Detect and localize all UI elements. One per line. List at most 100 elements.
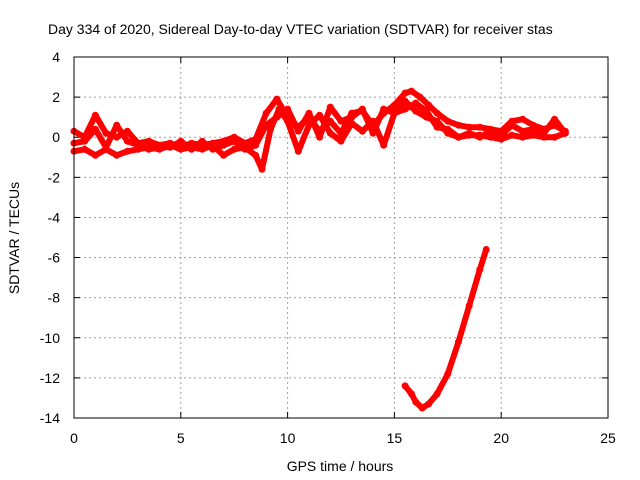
data-point [401, 105, 409, 113]
data-point [348, 119, 356, 127]
data-point [166, 143, 174, 151]
data-point [294, 147, 302, 155]
grid-lines [74, 57, 608, 418]
data-point [540, 129, 548, 137]
y-tick-label: -14 [40, 410, 60, 426]
x-tick-label: 0 [70, 430, 78, 446]
data-point [294, 127, 302, 135]
data-point [455, 121, 462, 129]
data-point [425, 101, 433, 109]
data-point [551, 115, 559, 123]
data-point [145, 137, 153, 145]
data-point [188, 145, 195, 153]
data-point [561, 129, 569, 137]
data-point [123, 147, 131, 155]
data-point [418, 404, 426, 412]
data-point [252, 151, 260, 159]
data-point [316, 133, 324, 141]
y-tick-label: -4 [48, 209, 61, 225]
data-point [380, 105, 388, 113]
data-point [390, 109, 398, 117]
data-point [348, 113, 356, 121]
data-point [262, 109, 270, 117]
data-point [519, 133, 527, 141]
data-point [220, 151, 227, 159]
data-point [81, 145, 89, 153]
data-point [145, 145, 153, 153]
data-point [258, 165, 266, 173]
data-point [209, 145, 217, 153]
data-point [465, 129, 473, 137]
data-point [81, 137, 89, 145]
data-point [337, 137, 345, 145]
data-point [433, 123, 441, 131]
data-point [369, 129, 377, 137]
data-point [123, 137, 131, 145]
chart-title: Day 334 of 2020, Sidereal Day-to-day VTE… [48, 21, 553, 37]
data-point [487, 127, 494, 135]
data-point [305, 109, 313, 117]
data-point [241, 145, 249, 153]
data-point [358, 127, 366, 135]
data-point [455, 133, 462, 141]
data-point [316, 111, 324, 119]
x-tick-label: 25 [600, 430, 616, 446]
x-tick-label: 20 [493, 430, 509, 446]
data-point [230, 145, 238, 153]
y-tick-label: 2 [52, 89, 60, 105]
data-point [444, 370, 452, 378]
data-point [326, 129, 334, 137]
series-line-track-d [402, 246, 490, 411]
data-point [91, 125, 99, 133]
data-point [529, 125, 537, 133]
data-point [476, 266, 484, 274]
data-point [476, 133, 484, 141]
data-point [508, 131, 516, 139]
data-point [198, 137, 206, 145]
data-point [433, 109, 441, 117]
y-tick-label: -10 [40, 330, 60, 346]
y-tick-label: 4 [52, 49, 60, 65]
data-point [337, 117, 345, 125]
data-point [113, 151, 121, 159]
data-point [123, 127, 131, 135]
data-point [401, 382, 409, 390]
y-tick-label: -2 [48, 169, 61, 185]
data-point [102, 143, 110, 151]
data-point [425, 400, 433, 408]
data-point [326, 103, 334, 111]
data-point [155, 143, 163, 151]
data-point [433, 390, 441, 398]
data-point [230, 137, 238, 145]
data-series [70, 87, 569, 412]
data-point [444, 117, 452, 125]
x-axis-label: GPS time / hours [287, 458, 394, 474]
data-point [465, 123, 473, 131]
data-point [220, 141, 227, 149]
data-point [134, 141, 142, 149]
data-point [444, 125, 452, 133]
data-point [252, 141, 260, 149]
data-point [455, 338, 462, 346]
data-point [102, 129, 110, 137]
data-point [91, 111, 99, 119]
data-point [273, 95, 281, 103]
x-tick-label: 10 [280, 430, 296, 446]
data-point [476, 123, 484, 131]
data-point [416, 93, 424, 101]
data-point [262, 121, 270, 129]
y-tick-label: -12 [40, 370, 60, 386]
data-point [198, 145, 206, 153]
data-point [551, 133, 559, 141]
data-point [408, 87, 415, 95]
plot-frame [73, 56, 609, 419]
data-point [497, 131, 505, 139]
data-point [177, 137, 185, 145]
data-point [529, 131, 537, 139]
y-tick-label: -8 [48, 290, 61, 306]
data-point [412, 99, 420, 107]
data-point [91, 151, 99, 159]
data-point [408, 390, 415, 398]
data-point [412, 107, 420, 115]
data-point [380, 141, 388, 149]
